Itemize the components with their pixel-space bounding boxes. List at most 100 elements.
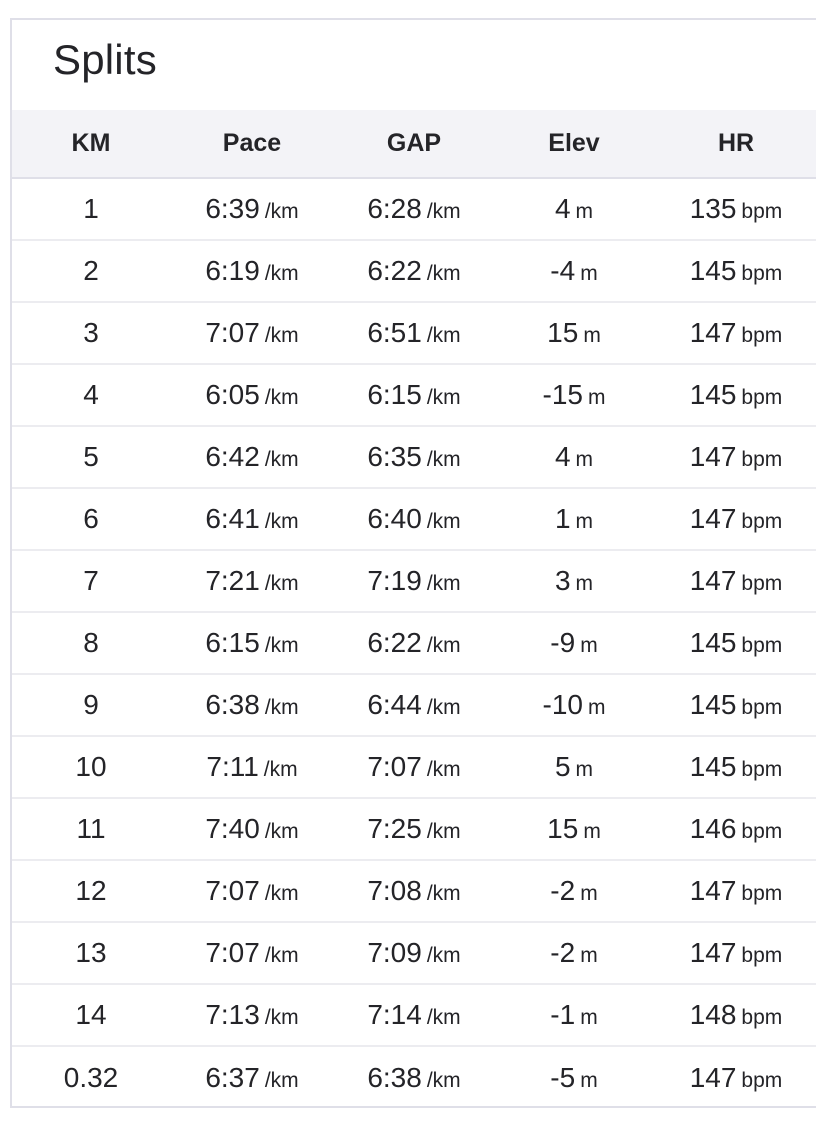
elev-cell-unit: m: [580, 1006, 598, 1029]
gap-cell-value: 7:19: [367, 565, 422, 596]
hr-cell-value: 147: [689, 565, 737, 596]
pace-cell-value: 7:13: [205, 999, 260, 1030]
pace-cell-value: 6:42: [205, 441, 260, 472]
gap-cell-unit: /km: [426, 820, 461, 843]
pace-cell-value: 6:19: [205, 255, 260, 286]
hr-cell-unit: bpm: [741, 696, 783, 719]
pace-cell-unit: /km: [264, 448, 299, 471]
table-row: 7 7:21/km 7:19/km 3 m 147 bpm: [12, 550, 816, 613]
gap-cell-unit: /km: [426, 448, 461, 471]
km-cell-value: 13: [75, 937, 107, 968]
pace-cell: 6:05/km: [170, 364, 334, 427]
elev-cell-value: -5: [550, 1061, 576, 1093]
hr-cell-value: 145: [689, 255, 737, 286]
table-row: 6 6:41/km 6:40/km 1 m 147 bpm: [12, 488, 816, 551]
km-cell-value: 1: [83, 193, 99, 224]
gap-cell-value: 6:22: [367, 627, 422, 658]
pace-cell-unit: /km: [264, 944, 299, 967]
hr-cell: 145 bpm: [654, 240, 816, 303]
hr-cell: 148 bpm: [654, 984, 816, 1047]
gap-cell-unit: /km: [426, 510, 461, 533]
gap-cell-unit: /km: [426, 1006, 461, 1029]
hr-cell: 147 bpm: [654, 1046, 816, 1106]
hr-cell: 147 bpm: [654, 550, 816, 613]
header-row: KM Pace GAP Elev HR: [12, 110, 816, 179]
km-cell: 7: [12, 550, 170, 613]
hr-cell-unit: bpm: [741, 758, 783, 781]
pace-cell: 7:11/km: [170, 736, 334, 799]
splits-table-body: 1 6:39/km 6:28/km 4 m 135 bpm 2 6:19/km 6:22/km -4…: [12, 178, 816, 1106]
splits-title: Splits: [53, 36, 157, 83]
km-cell: 5: [12, 426, 170, 489]
km-cell-value: 4: [83, 379, 99, 410]
pace-cell-unit: /km: [264, 324, 299, 347]
pace-cell-unit: /km: [264, 634, 299, 657]
km-cell-value: 12: [75, 875, 107, 906]
hr-cell-unit: bpm: [741, 448, 783, 471]
elev-cell: -2 m: [494, 860, 654, 923]
km-cell-value: 9: [83, 689, 99, 720]
gap-cell: 6:44/km: [334, 674, 494, 737]
gap-cell-value: 7:09: [367, 937, 422, 968]
elev-cell-unit: m: [580, 1068, 598, 1092]
km-cell: 3: [12, 302, 170, 365]
gap-cell-unit: /km: [426, 572, 461, 595]
km-cell: 9: [12, 674, 170, 737]
hr-cell-value: 147: [689, 317, 737, 348]
elev-cell-value: 1: [554, 503, 571, 534]
hr-cell-value: 148: [689, 999, 737, 1030]
column-header-gap: GAP: [334, 110, 494, 179]
pace-cell: 6:15/km: [170, 612, 334, 675]
elev-cell-value: 5: [554, 751, 571, 782]
elev-cell-unit: m: [575, 200, 594, 223]
gap-cell-unit: /km: [426, 1068, 461, 1092]
km-cell: 4: [12, 364, 170, 427]
pace-cell: 7:07/km: [170, 302, 334, 365]
elev-cell-value: -2: [550, 937, 576, 968]
gap-cell-unit: /km: [426, 696, 461, 719]
gap-cell-value: 6:38: [367, 1061, 422, 1093]
km-cell: 8: [12, 612, 170, 675]
table-row: 14 7:13/km 7:14/km -1 m 148 bpm: [12, 984, 816, 1047]
gap-cell-value: 7:08: [367, 875, 422, 906]
km-cell: 0.32: [12, 1046, 170, 1106]
pace-cell-value: 7:07: [205, 317, 260, 348]
pace-cell-value: 6:15: [205, 627, 260, 658]
pace-cell: 6:41/km: [170, 488, 334, 551]
pace-cell-unit: /km: [264, 882, 299, 905]
gap-cell-value: 6:51: [367, 317, 422, 348]
gap-cell: 6:22/km: [334, 240, 494, 303]
elev-cell: -5 m: [494, 1046, 654, 1106]
elev-cell-unit: m: [587, 386, 606, 409]
table-row: 5 6:42/km 6:35/km 4 m 147 bpm: [12, 426, 816, 489]
elev-cell-unit: m: [575, 448, 594, 471]
elev-cell-unit: m: [580, 882, 598, 905]
gap-cell: 6:38/km: [334, 1046, 494, 1106]
hr-cell: 145 bpm: [654, 736, 816, 799]
gap-cell-unit: /km: [426, 324, 461, 347]
elev-cell-value: 15: [547, 813, 579, 844]
gap-cell-value: 6:35: [367, 441, 422, 472]
gap-cell: 7:08/km: [334, 860, 494, 923]
gap-cell: 7:07/km: [334, 736, 494, 799]
hr-cell-unit: bpm: [741, 634, 783, 657]
elev-cell: 15 m: [494, 302, 654, 365]
elev-cell-value: -4: [550, 255, 576, 286]
elev-cell-unit: m: [580, 262, 598, 285]
pace-cell: 6:39/km: [170, 178, 334, 241]
table-row: 3 7:07/km 6:51/km 15 m 147 bpm: [12, 302, 816, 365]
column-header-km: KM: [12, 110, 170, 179]
hr-cell-unit: bpm: [741, 200, 783, 223]
table-row: 9 6:38/km 6:44/km -10 m 145 bpm: [12, 674, 816, 737]
gap-cell: 6:51/km: [334, 302, 494, 365]
km-cell: 2: [12, 240, 170, 303]
hr-cell: 145 bpm: [654, 612, 816, 675]
pace-cell: 6:38/km: [170, 674, 334, 737]
elev-cell-value: -9: [550, 627, 576, 658]
gap-cell: 6:28/km: [334, 178, 494, 241]
hr-cell-unit: bpm: [741, 1068, 783, 1092]
hr-cell-value: 145: [689, 379, 737, 410]
km-cell: 12: [12, 860, 170, 923]
elev-cell: -15 m: [494, 364, 654, 427]
